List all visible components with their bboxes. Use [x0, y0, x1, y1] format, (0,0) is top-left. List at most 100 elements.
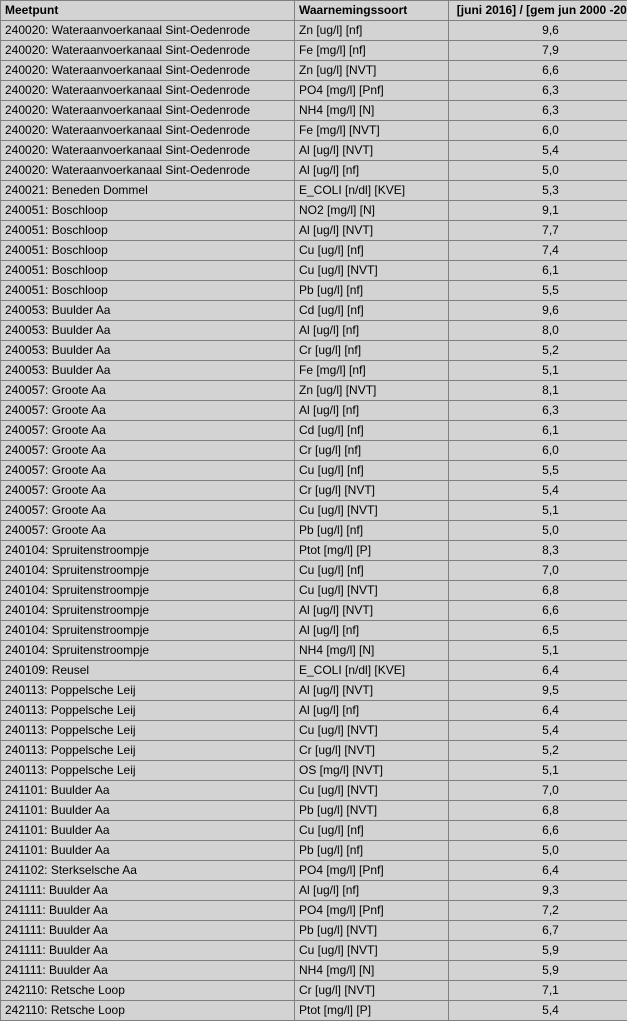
cell-waarneming: Cu [ug/l] [NVT] [295, 781, 449, 801]
cell-waarneming: Cu [ug/l] [nf] [295, 241, 449, 261]
table-row: 240021: Beneden DommelE_COLI [n/dl] [KVE… [1, 181, 627, 201]
table-row: 240020: Wateraanvoerkanaal Sint-Oedenrod… [1, 141, 627, 161]
cell-waarneming: Ptot [mg/l] [P] [295, 1001, 449, 1021]
table-row: 241101: Buulder AaCu [ug/l] [nf]6,6 [1, 821, 627, 841]
cell-waarneming: Cu [ug/l] [NVT] [295, 261, 449, 281]
cell-value: 5,1 [449, 501, 627, 521]
header-waarnemingssoort: Waarnemingssoort [295, 1, 449, 21]
cell-waarneming: PO4 [mg/l] [Pnf] [295, 901, 449, 921]
table-row: 240113: Poppelsche LeijAl [ug/l] [nf]6,4 [1, 701, 627, 721]
cell-waarneming: E_COLI [n/dl] [KVE] [295, 661, 449, 681]
cell-meetpunt: 241111: Buulder Aa [1, 961, 295, 981]
cell-value: 8,1 [449, 381, 627, 401]
cell-waarneming: Pb [ug/l] [NVT] [295, 801, 449, 821]
cell-waarneming: Cr [ug/l] [NVT] [295, 481, 449, 501]
cell-waarneming: Fe [mg/l] [NVT] [295, 121, 449, 141]
cell-value: 6,5 [449, 621, 627, 641]
cell-value: 6,6 [449, 61, 627, 81]
cell-waarneming: Pb [ug/l] [nf] [295, 281, 449, 301]
cell-value: 5,9 [449, 941, 627, 961]
cell-meetpunt: 240113: Poppelsche Leij [1, 761, 295, 781]
cell-meetpunt: 240020: Wateraanvoerkanaal Sint-Oedenrod… [1, 81, 295, 101]
cell-value: 8,3 [449, 541, 627, 561]
table-row: 240057: Groote AaCu [ug/l] [NVT]5,1 [1, 501, 627, 521]
cell-waarneming: Pb [ug/l] [NVT] [295, 921, 449, 941]
table-row: 240020: Wateraanvoerkanaal Sint-Oedenrod… [1, 21, 627, 41]
cell-value: 5,4 [449, 481, 627, 501]
cell-waarneming: Cr [ug/l] [nf] [295, 341, 449, 361]
cell-meetpunt: 240057: Groote Aa [1, 441, 295, 461]
cell-value: 9,6 [449, 21, 627, 41]
cell-waarneming: Cr [ug/l] [NVT] [295, 981, 449, 1001]
cell-waarneming: Cu [ug/l] [NVT] [295, 581, 449, 601]
table-row: 240109: ReuselE_COLI [n/dl] [KVE]6,4 [1, 661, 627, 681]
header-row: Meetpunt Waarnemingssoort [juni 2016] / … [1, 1, 627, 21]
cell-value: 6,8 [449, 801, 627, 821]
cell-meetpunt: 240020: Wateraanvoerkanaal Sint-Oedenrod… [1, 141, 295, 161]
table-row: 240051: BoschloopAl [ug/l] [NVT]7,7 [1, 221, 627, 241]
cell-waarneming: Zn [ug/l] [nf] [295, 21, 449, 41]
table-row: 240113: Poppelsche LeijOS [mg/l] [NVT]5,… [1, 761, 627, 781]
cell-value: 6,6 [449, 821, 627, 841]
table-row: 241111: Buulder AaPO4 [mg/l] [Pnf]7,2 [1, 901, 627, 921]
cell-value: 7,0 [449, 781, 627, 801]
table-row: 240104: SpruitenstroompjeCu [ug/l] [NVT]… [1, 581, 627, 601]
table-row: 241111: Buulder AaNH4 [mg/l] [N]5,9 [1, 961, 627, 981]
cell-meetpunt: 241102: Sterkselsche Aa [1, 861, 295, 881]
table-row: 241101: Buulder AaPb [ug/l] [NVT]6,8 [1, 801, 627, 821]
cell-value: 6,1 [449, 261, 627, 281]
cell-meetpunt: 240104: Spruitenstroompje [1, 601, 295, 621]
cell-value: 7,7 [449, 221, 627, 241]
cell-meetpunt: 240104: Spruitenstroompje [1, 581, 295, 601]
table-row: 241102: Sterkselsche AaPO4 [mg/l] [Pnf]6… [1, 861, 627, 881]
cell-value: 7,0 [449, 561, 627, 581]
table-row: 240104: SpruitenstroompjePtot [mg/l] [P]… [1, 541, 627, 561]
cell-meetpunt: 240113: Poppelsche Leij [1, 721, 295, 741]
cell-value: 5,2 [449, 741, 627, 761]
cell-meetpunt: 240057: Groote Aa [1, 421, 295, 441]
cell-value: 5,9 [449, 961, 627, 981]
cell-meetpunt: 240020: Wateraanvoerkanaal Sint-Oedenrod… [1, 161, 295, 181]
cell-meetpunt: 240020: Wateraanvoerkanaal Sint-Oedenrod… [1, 41, 295, 61]
table-row: 240051: BoschloopCu [ug/l] [NVT]6,1 [1, 261, 627, 281]
cell-value: 6,3 [449, 401, 627, 421]
cell-meetpunt: 240057: Groote Aa [1, 461, 295, 481]
cell-waarneming: Al [ug/l] [NVT] [295, 141, 449, 161]
cell-value: 6,1 [449, 421, 627, 441]
cell-value: 5,1 [449, 641, 627, 661]
cell-value: 9,6 [449, 301, 627, 321]
cell-waarneming: Al [ug/l] [NVT] [295, 681, 449, 701]
cell-meetpunt: 240057: Groote Aa [1, 381, 295, 401]
table-row: 240113: Poppelsche LeijAl [ug/l] [NVT]9,… [1, 681, 627, 701]
cell-meetpunt: 241101: Buulder Aa [1, 781, 295, 801]
cell-waarneming: Cu [ug/l] [nf] [295, 461, 449, 481]
table-row: 240053: Buulder AaFe [mg/l] [nf]5,1 [1, 361, 627, 381]
cell-meetpunt: 241111: Buulder Aa [1, 921, 295, 941]
cell-waarneming: Al [ug/l] [nf] [295, 701, 449, 721]
cell-value: 6,4 [449, 661, 627, 681]
cell-meetpunt: 240113: Poppelsche Leij [1, 741, 295, 761]
cell-meetpunt: 240021: Beneden Dommel [1, 181, 295, 201]
cell-meetpunt: 240020: Wateraanvoerkanaal Sint-Oedenrod… [1, 61, 295, 81]
table-row: 240057: Groote AaPb [ug/l] [nf]5,0 [1, 521, 627, 541]
cell-value: 5,1 [449, 761, 627, 781]
table-row: 240113: Poppelsche LeijCu [ug/l] [NVT]5,… [1, 721, 627, 741]
cell-value: 5,0 [449, 161, 627, 181]
cell-waarneming: Cd [ug/l] [nf] [295, 421, 449, 441]
cell-waarneming: Al [ug/l] [nf] [295, 321, 449, 341]
cell-value: 5,5 [449, 461, 627, 481]
cell-value: 6,8 [449, 581, 627, 601]
table-row: 240104: SpruitenstroompjeAl [ug/l] [NVT]… [1, 601, 627, 621]
cell-value: 6,0 [449, 121, 627, 141]
cell-waarneming: NH4 [mg/l] [N] [295, 961, 449, 981]
table-row: 240113: Poppelsche LeijCr [ug/l] [NVT]5,… [1, 741, 627, 761]
cell-value: 7,9 [449, 41, 627, 61]
table-row: 240020: Wateraanvoerkanaal Sint-Oedenrod… [1, 81, 627, 101]
cell-waarneming: PO4 [mg/l] [Pnf] [295, 861, 449, 881]
cell-value: 9,5 [449, 681, 627, 701]
cell-meetpunt: 240051: Boschloop [1, 241, 295, 261]
table-row: 240057: Groote AaCd [ug/l] [nf]6,1 [1, 421, 627, 441]
cell-meetpunt: 241101: Buulder Aa [1, 821, 295, 841]
cell-meetpunt: 240109: Reusel [1, 661, 295, 681]
cell-waarneming: Cu [ug/l] [nf] [295, 561, 449, 581]
